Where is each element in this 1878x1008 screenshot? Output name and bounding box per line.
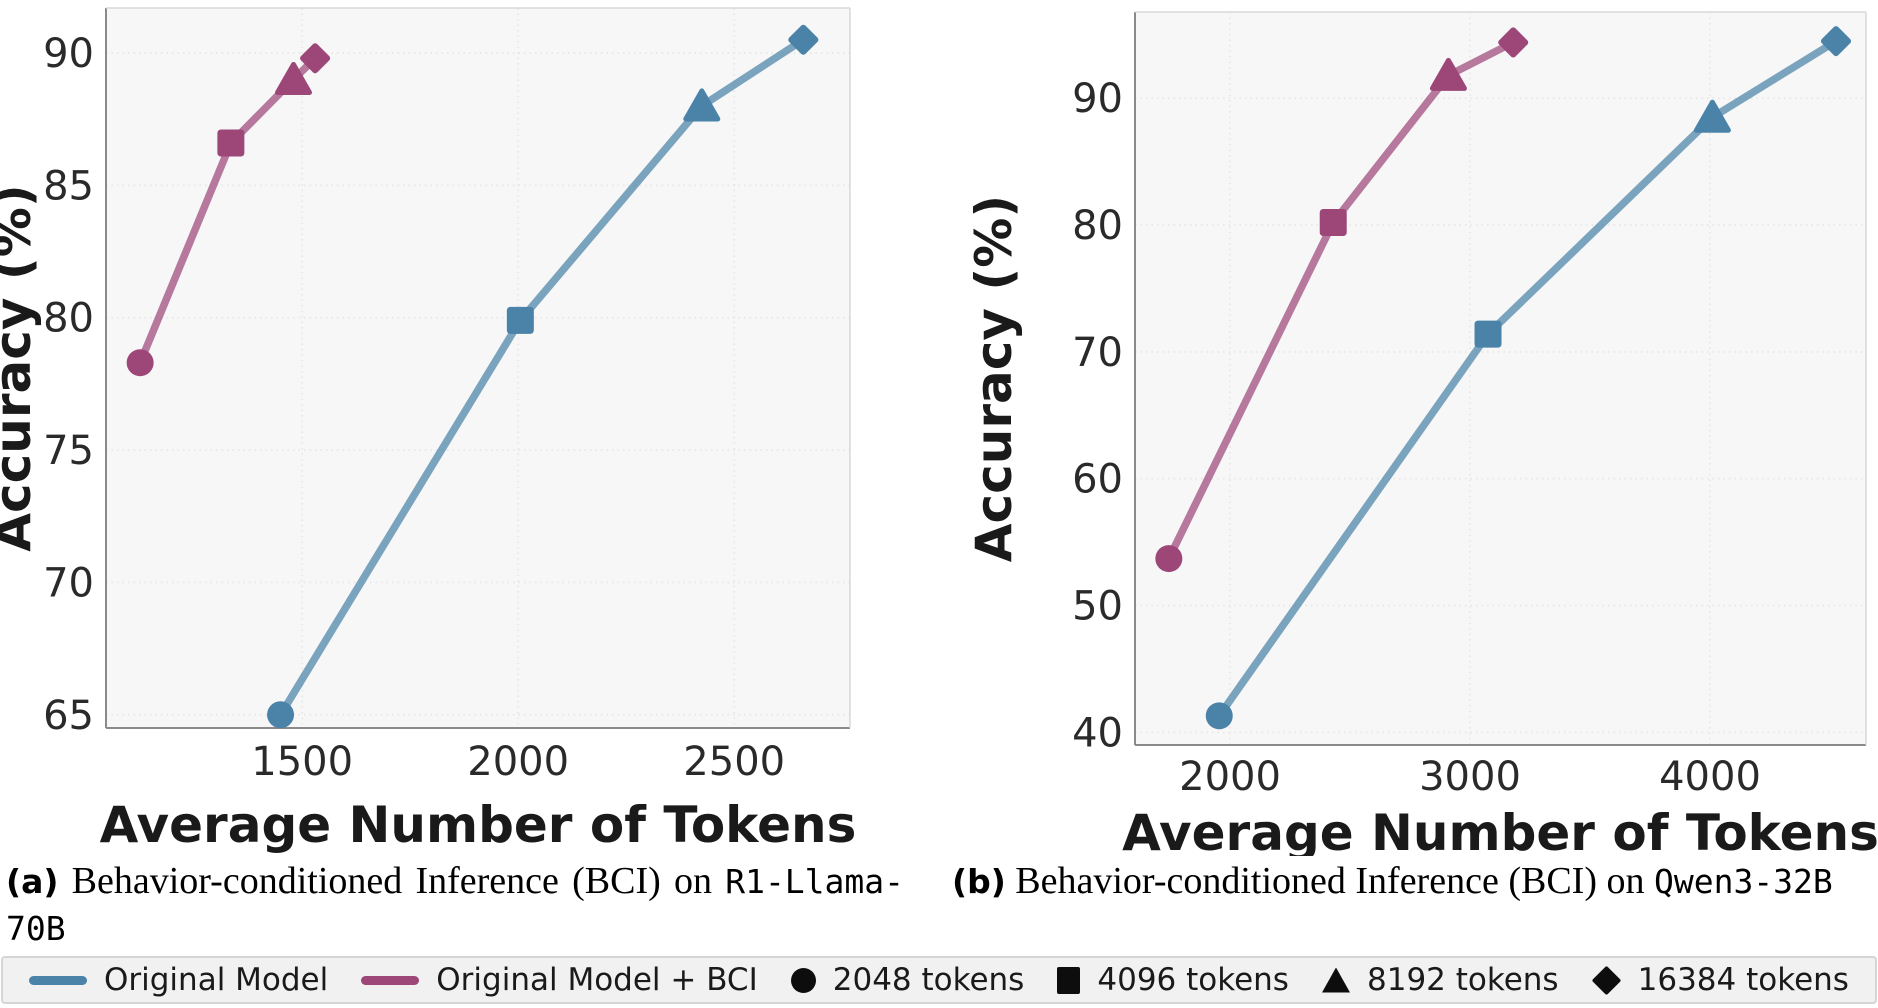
data-point-marker-triangle <box>1429 57 1467 91</box>
y-tick-label: 70 <box>43 560 94 606</box>
legend-circle-marker-icon <box>790 967 816 993</box>
data-point-marker-square <box>1474 320 1502 348</box>
legend-item-3: 4096 tokens <box>1057 962 1289 998</box>
y-tick-label: 50 <box>1072 584 1123 630</box>
x-axis-title: Average Number of Tokens <box>100 796 857 854</box>
legend-diamond-marker-icon <box>1591 965 1621 995</box>
legend-triangle-marker-icon <box>1322 967 1350 993</box>
data-point-marker-triangle <box>683 88 721 122</box>
caption-b: (b) Behavior-conditioned Inference (BCI)… <box>952 858 1850 905</box>
data-point-marker-square <box>217 129 245 157</box>
caption-cell-b: (b) Behavior-conditioned Inference (BCI)… <box>939 858 1878 954</box>
charts-row: 1500 2000 2500 65 70 75 80 85 90 Average Number o… <box>0 0 1878 856</box>
legend-item-label: 8192 tokens <box>1367 962 1559 998</box>
x-tick-label: 4000 <box>1659 754 1761 800</box>
line-chart-b: 2000 3000 4000 40 50 60 70 80 90 Average Number o… <box>965 11 1878 856</box>
captions-row: (a) Behavior-conditioned Inference (BCI)… <box>0 858 1878 954</box>
plot-area <box>106 8 850 728</box>
chart-panel-a: 1500 2000 2500 65 70 75 80 85 90 Average Number o… <box>0 0 939 856</box>
legend-item-2: 2048 tokens <box>790 962 1025 998</box>
series-line <box>136 54 319 367</box>
data-point-marker-diamond <box>788 24 819 55</box>
legend-bar: Original Model Original Model + BCI 2048 t… <box>1 956 1877 1004</box>
x-tick-label: 2000 <box>1179 754 1281 800</box>
chart-panel-b: 2000 3000 4000 40 50 60 70 80 90 Average Number o… <box>939 0 1878 856</box>
x-tick-label: 2000 <box>467 739 569 785</box>
legend-item-1: Original Model + BCI <box>361 962 758 998</box>
legend-item-4: 8192 tokens <box>1322 962 1559 998</box>
series-line <box>276 36 808 719</box>
y-tick-label: 80 <box>1072 203 1123 249</box>
caption-a-index: (a) <box>6 862 59 901</box>
data-point-marker-triangle <box>1693 99 1731 133</box>
data-point-marker-square <box>506 306 534 334</box>
legend-item-5: 16384 tokens <box>1591 962 1849 998</box>
data-point-marker-circle <box>1205 702 1233 730</box>
y-tick-label: 80 <box>43 296 94 342</box>
legend-line-swatch <box>361 975 420 985</box>
caption-a-model-name: R1-Llama-70B <box>6 862 905 948</box>
series-line <box>1215 37 1840 720</box>
y-tick-label: 90 <box>1072 76 1123 122</box>
data-point-marker-circle <box>267 701 295 729</box>
x-axis-title: Average Number of Tokens <box>1122 804 1878 856</box>
legend-item-label: 2048 tokens <box>832 962 1025 998</box>
y-tick-label: 60 <box>1072 457 1123 503</box>
y-tick-label: 90 <box>43 31 94 77</box>
caption-cell-a: (a) Behavior-conditioned Inference (BCI)… <box>0 858 939 954</box>
legend-item-label: 4096 tokens <box>1097 962 1289 998</box>
legend-line-swatch <box>29 975 87 985</box>
caption-b-index: (b) <box>952 862 1006 901</box>
line-chart-a: 1500 2000 2500 65 70 75 80 85 90 Average Number o… <box>0 7 857 854</box>
legend-item-label: 16384 tokens <box>1637 962 1849 998</box>
y-axis-title: Accuracy (%) <box>0 184 42 551</box>
caption-b-model-name: Qwen3-32B <box>1653 862 1833 901</box>
plot-area <box>1135 12 1866 745</box>
caption-a: (a) Behavior-conditioned Inference (BCI)… <box>6 858 904 952</box>
x-tick-label: 2500 <box>683 739 785 785</box>
data-point-marker-square <box>1319 209 1347 237</box>
legend-item-0: Original Model <box>29 962 328 998</box>
legend-item-label: Original Model + BCI <box>436 962 758 998</box>
data-point-marker-circle <box>126 349 154 377</box>
y-tick-label: 65 <box>43 693 94 739</box>
y-tick-label: 85 <box>43 163 94 209</box>
x-tick-label: 1500 <box>251 739 353 785</box>
y-tick-label: 40 <box>1072 710 1123 756</box>
caption-b-text: Behavior-conditioned Inference (BCI) on <box>1015 860 1645 902</box>
y-axis-title: Accuracy (%) <box>965 195 1023 562</box>
data-point-marker-diamond <box>1498 27 1529 58</box>
data-point-marker-diamond <box>300 43 331 74</box>
series-line <box>1165 38 1517 563</box>
legend-square-marker-icon <box>1057 966 1081 994</box>
caption-a-text: Behavior-conditioned Inference (BCI) on <box>71 860 712 902</box>
y-tick-label: 75 <box>43 428 94 474</box>
legend-item-label: Original Model <box>104 962 329 998</box>
data-point-marker-triangle <box>275 61 313 95</box>
data-point-marker-circle <box>1155 545 1183 573</box>
x-tick-label: 3000 <box>1419 754 1521 800</box>
y-tick-label: 70 <box>1072 330 1123 376</box>
data-point-marker-diamond <box>1820 26 1852 57</box>
